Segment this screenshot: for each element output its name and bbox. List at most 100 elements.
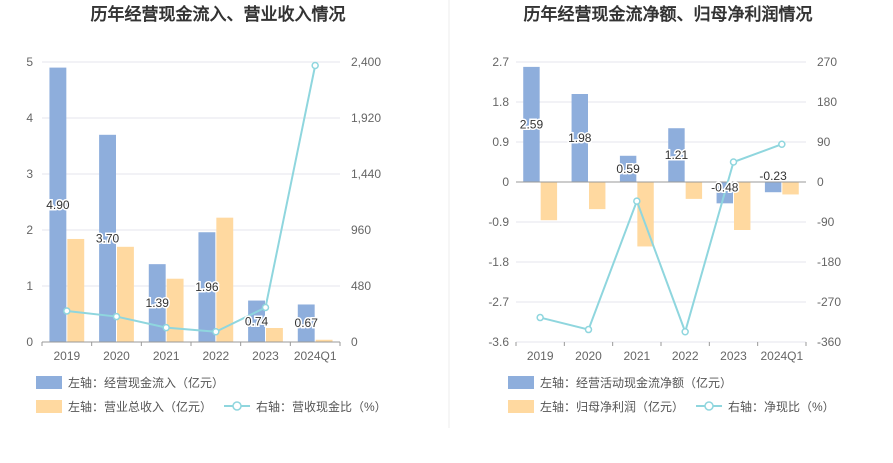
left-tick-label: -0.9: [488, 215, 509, 229]
legend-swatch-1: [508, 376, 534, 389]
x-tick-label: 2020: [103, 349, 130, 363]
bar-2-2024Q1: [315, 339, 333, 342]
x-tick-label: 2021: [623, 349, 650, 363]
right-tick-label: -90: [817, 215, 835, 229]
bar-2-2022: [216, 217, 234, 342]
left-tick-label: 1.8: [492, 95, 509, 109]
x-tick-label: 2023: [252, 349, 279, 363]
chart-2: 历年经营现金流净额、归母净利润情况 -3.6 -2.7 -1.8 -0.9 0 0.9 1.8…: [488, 4, 841, 414]
right-tick-label: 1,440: [351, 167, 381, 181]
right-tick-label: 960: [351, 223, 371, 237]
bar-1-2020: [99, 134, 116, 342]
data-label: -0.23: [759, 169, 787, 183]
data-label: 1.98: [568, 131, 592, 145]
legend-label-2: 左轴：营业总收入（亿元）: [68, 399, 212, 414]
left-tick-label: 5: [26, 55, 33, 69]
left-tick-label: 3: [26, 167, 33, 181]
legend-label-1: 左轴：经营现金流入（亿元）: [68, 375, 224, 390]
line-point-2024Q1: [778, 140, 786, 148]
data-label: 1.21: [665, 148, 689, 162]
bar-2-2021: [637, 182, 654, 247]
legend-label-3: 右轴：营收现金比（%）: [256, 399, 387, 414]
bar-2-2020: [117, 246, 134, 342]
left-tick-label: 0: [502, 175, 509, 189]
legend-label-1: 左轴：经营活动现金流净额（亿元）: [540, 375, 732, 390]
data-label: 4.90: [46, 198, 70, 212]
x-tick-label: 2024Q1: [294, 349, 337, 363]
right-tick-label: 270: [817, 55, 837, 69]
series-line: [539, 143, 783, 335]
line-point-2019: [63, 307, 71, 315]
chart-title: 历年经营现金流入、营业收入情况: [91, 4, 346, 24]
bar-2-2023: [734, 182, 751, 230]
line-point-2023: [261, 303, 270, 312]
line-point-2022: [212, 327, 220, 336]
series-line: [66, 65, 317, 333]
right-tick-label: 0: [817, 175, 824, 189]
bar-2-2024Q1: [782, 182, 799, 195]
left-tick-label: 2: [26, 223, 33, 237]
x-tick-label: 2022: [672, 349, 699, 363]
line-point-2019: [536, 313, 544, 322]
right-tick-label: -360: [817, 335, 841, 349]
bar-2-2020: [589, 182, 606, 210]
right-tick-label: 180: [817, 95, 837, 109]
line-point-2023: [729, 158, 738, 166]
x-tick-label: 2022: [202, 349, 229, 363]
data-label: 1.39: [146, 296, 170, 310]
bar-1-2023: [248, 300, 265, 342]
right-tick-label: 90: [817, 135, 831, 149]
data-label: -0.48: [711, 180, 739, 194]
x-tick-label: 2019: [527, 349, 554, 363]
bar-2-2019: [67, 238, 85, 342]
bar-1-2019: [523, 66, 540, 182]
bar-2-2023: [266, 328, 283, 342]
left-tick-label: 1: [26, 279, 33, 293]
bar-2-2019: [540, 182, 558, 221]
legend-swatch-2: [508, 400, 534, 413]
chart-1: 历年经营现金流入、营业收入情况 0 1 2 3 4 5 0 480 960 1,440 1,920 2,…: [26, 4, 386, 414]
bar-1-2024Q1: [764, 182, 782, 193]
x-tick-label: 2024Q1: [760, 349, 803, 363]
left-tick-label: 2.7: [492, 55, 509, 69]
legend-label-2: 左轴：归母净利润（亿元）: [540, 399, 684, 414]
data-label: 0.67: [295, 316, 319, 330]
left-tick-label: 0.9: [492, 135, 509, 149]
bar-2-2021: [166, 278, 184, 342]
line-point-2020: [584, 325, 593, 334]
legend-swatch-3-marker: [232, 401, 242, 411]
right-tick-label: 1,920: [351, 111, 381, 125]
legend-label-3: 右轴：净现比（%）: [728, 399, 835, 414]
bar-1-2021: [148, 264, 166, 342]
line-point-2022: [681, 328, 689, 336]
x-tick-label: 2020: [575, 349, 602, 363]
x-tick-label: 2021: [153, 349, 180, 363]
data-label: 3.70: [96, 231, 120, 245]
right-tick-label: -180: [817, 255, 841, 269]
left-tick-label: -1.8: [488, 255, 509, 269]
line-point-2021: [633, 197, 641, 205]
bar-1-2022: [668, 128, 685, 182]
left-tick-label: 0: [26, 335, 33, 349]
legend-swatch-2: [36, 400, 62, 413]
bar-2-2022: [685, 182, 703, 199]
right-tick-label: 2,400: [351, 55, 381, 69]
data-label: 2.59: [520, 117, 544, 131]
right-tick-label: 0: [351, 335, 358, 349]
chart-title: 历年经营现金流净额、归母净利润情况: [524, 4, 813, 24]
left-tick-label: -3.6: [488, 335, 509, 349]
data-label: 0.59: [616, 162, 640, 176]
line-point-2021: [162, 323, 170, 332]
data-label: 0.74: [245, 314, 269, 328]
right-tick-label: -270: [817, 295, 841, 309]
left-tick-label: 4: [26, 111, 33, 125]
bar-1-2021: [619, 155, 637, 182]
data-label: 1.96: [195, 280, 219, 294]
bar-1-2022: [198, 232, 216, 342]
right-tick-label: 480: [351, 279, 371, 293]
bar-1-2024Q1: [297, 304, 315, 342]
line-point-2024Q1: [311, 61, 319, 70]
bar-1-2020: [571, 94, 588, 182]
